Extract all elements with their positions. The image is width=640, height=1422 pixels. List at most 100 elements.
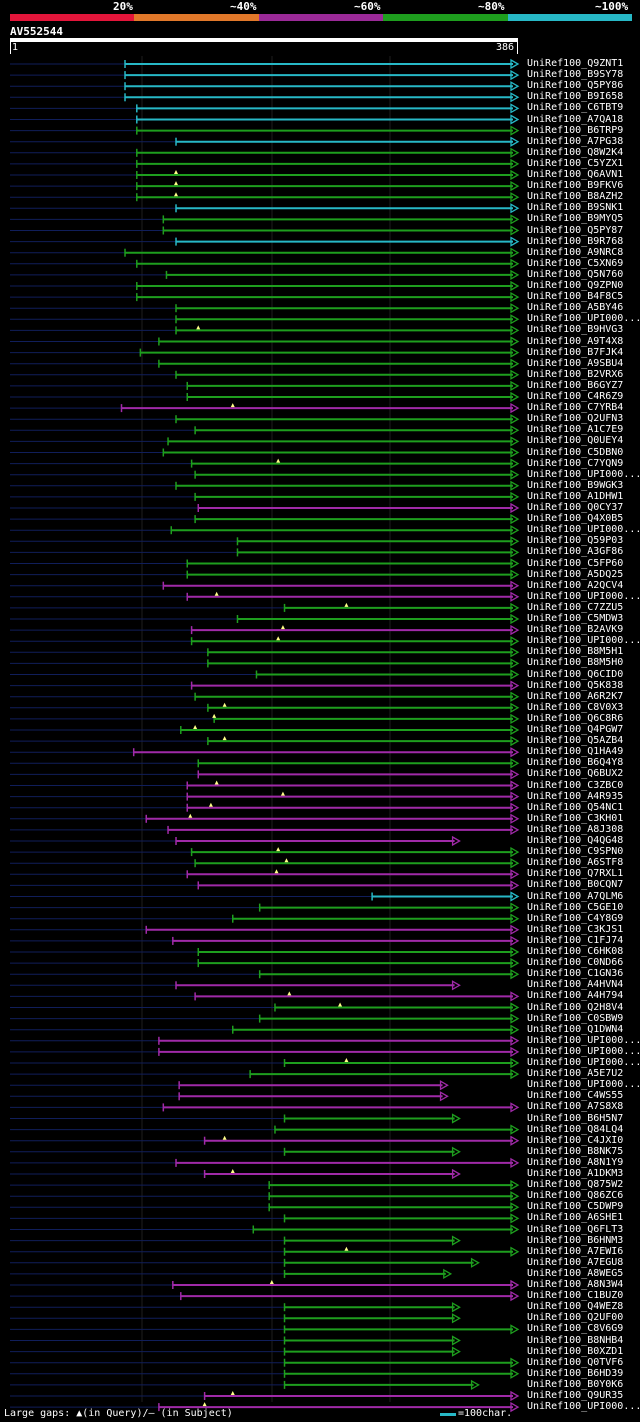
hit-label[interactable]: UniRef100_UPI000... — [527, 1034, 640, 1046]
hit-label[interactable]: UniRef100_Q8W2K4 — [527, 146, 624, 158]
hit-label[interactable]: UniRef100_C4R6Z9 — [527, 391, 624, 402]
hit-label[interactable]: UniRef100_UPI000... — [527, 1401, 640, 1413]
hit-label[interactable]: UniRef100_A7PG38 — [527, 135, 624, 147]
hit-label[interactable]: UniRef100_A4R935 — [527, 790, 624, 802]
hit-label[interactable]: UniRef100_C4WS55 — [527, 1090, 624, 1102]
hit-label[interactable]: UniRef100_A7QLM6 — [527, 890, 624, 902]
hit-label[interactable]: UniRef100_Q5N760 — [527, 268, 624, 280]
hit-label[interactable]: UniRef100_A9NRC8 — [527, 246, 624, 258]
hit-label[interactable]: UniRef100_C1BUZ0 — [527, 1290, 624, 1302]
hit-label[interactable]: UniRef100_C0SBW9 — [527, 1012, 624, 1024]
hit-label[interactable]: UniRef100_B9SY78 — [527, 69, 624, 81]
hit-label[interactable]: UniRef100_C5YZX1 — [527, 157, 624, 169]
hit-label[interactable]: UniRef100_Q0CY37 — [527, 502, 624, 513]
hit-label[interactable]: UniRef100_C8V6G9 — [527, 1323, 624, 1335]
hit-label[interactable]: UniRef100_A2QCV4 — [527, 579, 624, 591]
hit-label[interactable]: UniRef100_B8NK75 — [527, 1145, 624, 1157]
hit-label[interactable]: UniRef100_A5BY46 — [527, 302, 624, 314]
hit-label[interactable]: UniRef100_A8N3W4 — [527, 1279, 624, 1290]
hit-label[interactable]: UniRef100_C5DBN0 — [527, 446, 624, 458]
hit-label[interactable]: UniRef100_C0ND66 — [527, 957, 624, 969]
hit-label[interactable]: UniRef100_Q4PGW7 — [527, 724, 624, 735]
hit-label[interactable]: UniRef100_A7S8X8 — [527, 1101, 624, 1113]
hit-label[interactable]: UniRef100_C5MDW3 — [527, 613, 624, 624]
hit-label[interactable]: UniRef100_B9HVG3 — [527, 324, 624, 336]
hit-label[interactable]: UniRef100_Q5PY86 — [527, 80, 624, 92]
hit-label[interactable]: UniRef100_C1GN36 — [527, 968, 624, 980]
hit-label[interactable]: UniRef100_C4JXI0 — [527, 1134, 624, 1146]
hit-label[interactable]: UniRef100_C9SPN0 — [527, 846, 624, 858]
hit-label[interactable]: UniRef100_A5E7U2 — [527, 1068, 624, 1080]
hit-label[interactable]: UniRef100_B0Y0K6 — [527, 1378, 624, 1390]
hit-label[interactable]: UniRef100_Q4X0B5 — [527, 513, 624, 525]
hit-label[interactable]: UniRef100_A3GF86 — [527, 546, 624, 558]
hit-label[interactable]: UniRef100_A7EWI6 — [527, 1245, 624, 1257]
hit-label[interactable]: UniRef100_Q5PY87 — [527, 224, 624, 236]
hit-label[interactable]: UniRef100_C4Y8G9 — [527, 912, 624, 924]
hit-label[interactable]: UniRef100_B4F8C5 — [527, 291, 624, 303]
hit-label[interactable]: UniRef100_Q59P03 — [527, 535, 624, 547]
hit-label[interactable]: UniRef100_Q1HA49 — [527, 746, 624, 758]
hit-label[interactable]: UniRef100_UPI000... — [527, 313, 640, 325]
hit-label[interactable]: UniRef100_A1C7E9 — [527, 424, 624, 436]
hit-label[interactable]: UniRef100_B7FJK4 — [527, 346, 624, 358]
hit-label[interactable]: UniRef100_B6GYZ7 — [527, 379, 624, 391]
hit-label[interactable]: UniRef100_A4HVN4 — [527, 979, 624, 991]
hit-label[interactable]: UniRef100_Q5AZB4 — [527, 735, 624, 747]
hit-label[interactable]: UniRef100_C5DWP9 — [527, 1201, 624, 1213]
hit-label[interactable]: UniRef100_B6H5N7 — [527, 1112, 624, 1124]
hit-label[interactable]: UniRef100_C3ZBC0 — [527, 779, 624, 791]
hit-label[interactable]: UniRef100_B9I658 — [527, 91, 624, 103]
hit-label[interactable]: UniRef100_B9MYQ5 — [527, 213, 624, 225]
hit-label[interactable]: UniRef100_A6SHE1 — [527, 1212, 624, 1224]
hit-label[interactable]: UniRef100_Q1DWN4 — [527, 1023, 624, 1035]
hit-label[interactable]: UniRef100_B2VRX6 — [527, 368, 624, 380]
hit-label[interactable]: UniRef100_A9T4X8 — [527, 335, 624, 347]
hit-label[interactable]: UniRef100_B6HD39 — [527, 1367, 624, 1379]
hit-label[interactable]: UniRef100_C1FJ74 — [527, 934, 624, 946]
hit-label[interactable]: UniRef100_A5DQ25 — [527, 568, 624, 580]
hit-label[interactable]: UniRef100_Q0TVF6 — [527, 1356, 624, 1368]
hit-label[interactable]: UniRef100_A7QA18 — [527, 113, 624, 125]
hit-label[interactable]: UniRef100_Q875W2 — [527, 1179, 624, 1191]
hit-label[interactable]: UniRef100_UPI000... — [527, 524, 640, 536]
hit-label[interactable]: UniRef100_C3KJS1 — [527, 923, 624, 935]
hit-label[interactable]: UniRef100_Q86ZC6 — [527, 1190, 624, 1202]
hit-label[interactable]: UniRef100_B8NHB4 — [527, 1334, 624, 1346]
hit-label[interactable]: UniRef100_UPI000... — [527, 1057, 640, 1068]
hit-label[interactable]: UniRef100_Q9ZNT1 — [527, 58, 624, 69]
hit-label[interactable]: UniRef100_Q6C8R6 — [527, 712, 624, 724]
hit-label[interactable]: UniRef100_B9SNK1 — [527, 202, 624, 214]
hit-label[interactable]: UniRef100_Q7RXL1 — [527, 868, 624, 880]
hit-label[interactable]: UniRef100_C5XN69 — [527, 257, 624, 269]
hit-label[interactable]: UniRef100_C3KH01 — [527, 812, 624, 824]
hit-label[interactable]: UniRef100_B6Q4Y8 — [527, 757, 624, 769]
hit-label[interactable]: UniRef100_UPI000... — [527, 1045, 640, 1057]
hit-label[interactable]: UniRef100_C7YRB4 — [527, 402, 624, 414]
hit-label[interactable]: UniRef100_C5FP60 — [527, 557, 624, 569]
hit-label[interactable]: UniRef100_B6HNM3 — [527, 1234, 624, 1246]
hit-label[interactable]: UniRef100_Q6FLT3 — [527, 1223, 624, 1235]
hit-label[interactable]: UniRef100_B8M5H1 — [527, 646, 624, 658]
hit-label[interactable]: UniRef100_Q2UFN3 — [527, 413, 624, 425]
hit-label[interactable]: UniRef100_B9R768 — [527, 235, 624, 247]
hit-label[interactable]: UniRef100_UPI000... — [527, 590, 640, 602]
hit-label[interactable]: UniRef100_A9SBU4 — [527, 357, 624, 369]
hit-label[interactable]: UniRef100_B9WGK3 — [527, 479, 624, 491]
hit-label[interactable]: UniRef100_B8M5H0 — [527, 657, 624, 669]
hit-label[interactable]: UniRef100_B2AVK9 — [527, 624, 624, 636]
hit-label[interactable]: UniRef100_Q4QG48 — [527, 835, 624, 846]
hit-label[interactable]: UniRef100_B6TRP9 — [527, 124, 624, 136]
hit-label[interactable]: UniRef100_A4H794 — [527, 990, 624, 1002]
hit-label[interactable]: UniRef100_B0XZD1 — [527, 1345, 624, 1357]
hit-label[interactable]: UniRef100_Q6AVN1 — [527, 169, 624, 180]
hit-label[interactable]: UniRef100_A8J308 — [527, 823, 624, 835]
hit-label[interactable]: UniRef100_C5GE10 — [527, 901, 624, 913]
hit-label[interactable]: UniRef100_Q9ZPN0 — [527, 280, 624, 291]
hit-label[interactable]: UniRef100_C7ZZU5 — [527, 601, 624, 613]
hit-label[interactable]: UniRef100_A6STF8 — [527, 857, 624, 869]
hit-label[interactable]: UniRef100_UPI000... — [527, 468, 640, 480]
hit-label[interactable]: UniRef100_A8WEG5 — [527, 1267, 624, 1279]
hit-label[interactable]: UniRef100_C8V0X3 — [527, 701, 624, 713]
hit-label[interactable]: UniRef100_Q2UF00 — [527, 1312, 624, 1324]
